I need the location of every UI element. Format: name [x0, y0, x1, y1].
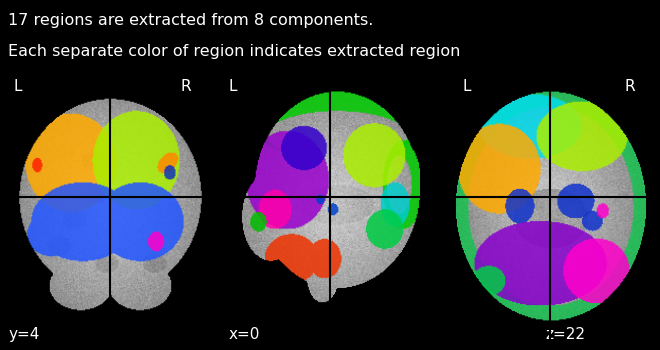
- Text: R: R: [625, 79, 636, 94]
- Text: Each separate color of region indicates extracted region: Each separate color of region indicates …: [8, 44, 460, 59]
- Text: z=22: z=22: [546, 327, 585, 342]
- Text: L: L: [229, 79, 238, 94]
- Text: y=4: y=4: [9, 327, 40, 342]
- Text: x=0: x=0: [229, 327, 260, 342]
- Text: 17 regions are extracted from 8 components.: 17 regions are extracted from 8 componen…: [8, 13, 374, 28]
- Text: L: L: [13, 79, 22, 94]
- Text: R: R: [180, 79, 191, 94]
- Text: L: L: [462, 79, 471, 94]
